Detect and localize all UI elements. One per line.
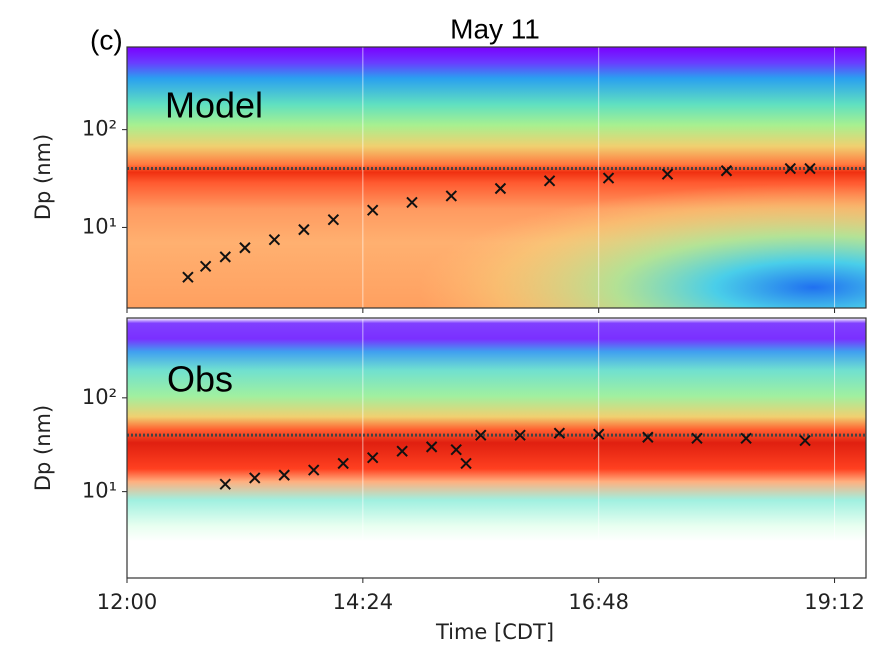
marker [425,441,438,453]
marker [804,162,816,175]
marker [475,429,487,441]
marker [219,478,231,490]
marker [219,251,231,263]
marker [691,432,703,445]
marker [494,182,507,195]
marker [366,204,379,216]
marker [327,213,340,226]
y-tick-label: 10¹ [82,214,117,238]
y-tick-label: 10² [82,117,117,141]
marker [366,451,379,464]
marker [298,223,310,236]
marker [799,434,811,447]
marker [445,190,458,202]
y-axis-label: Dp (nm) [31,134,55,220]
marker [602,172,615,184]
marker [406,196,418,209]
y-axis-label: Dp (nm) [31,405,55,491]
marker [784,162,797,175]
x-tick-label: 14:24 [333,590,394,614]
marker [543,175,556,187]
y-tick-label: 10² [82,385,117,409]
marker [553,427,566,439]
marker [720,165,733,177]
annotation: Model [165,85,263,126]
plot-frame [126,46,867,309]
x-tick-label: 19:12 [804,590,865,614]
y-tick-label: 10¹ [82,479,117,503]
marker [396,445,408,457]
marker [239,242,251,254]
x-tick-label: 16:48 [568,590,629,614]
marker [268,233,281,246]
x-axis-label: Time [CDT] [435,620,554,644]
panel-label: (c) [90,24,123,55]
marker [592,428,605,440]
marker [661,168,674,180]
plot-frame [126,317,867,579]
marker [308,464,320,476]
marker [514,429,526,441]
chart-title: May 11 [450,13,540,44]
marker [182,271,194,283]
marker [278,469,290,481]
annotation: Obs [167,359,233,400]
heatmap [127,318,866,578]
heatmap-overlay [340,170,866,308]
marker [249,472,261,484]
marker [199,260,212,273]
x-tick-label: 12:00 [97,590,158,614]
marker [337,457,349,470]
marker [460,457,472,470]
marker [740,432,752,445]
marker [642,431,654,443]
marker [450,443,462,456]
